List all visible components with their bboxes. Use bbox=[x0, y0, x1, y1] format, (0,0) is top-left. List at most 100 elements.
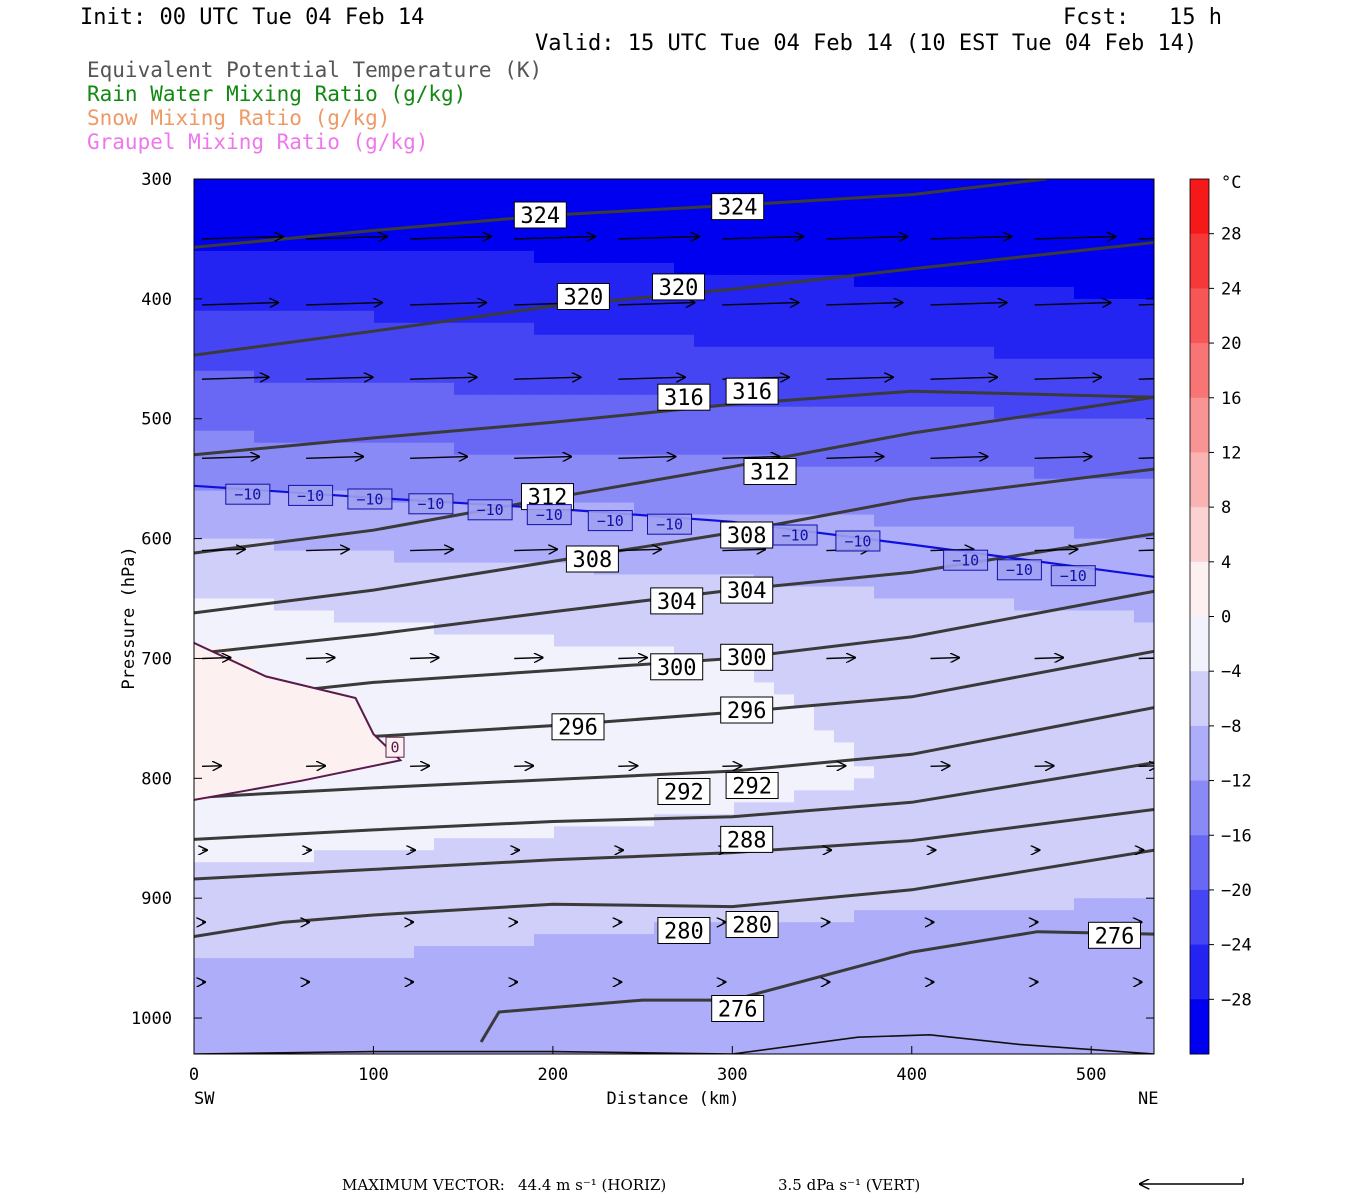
temperature-cell bbox=[414, 418, 435, 432]
temperature-cell bbox=[1094, 215, 1115, 228]
colorbar-tick-label: −20 bbox=[1221, 881, 1252, 901]
isotherm-minus10-label: −10 bbox=[477, 501, 504, 519]
temperature-cell bbox=[874, 922, 895, 935]
temperature-cell bbox=[254, 838, 275, 851]
temperature-cell bbox=[714, 970, 735, 983]
temperature-cell bbox=[814, 370, 835, 384]
temperature-cell bbox=[614, 862, 635, 875]
temperature-cell bbox=[1094, 610, 1115, 624]
temperature-cell bbox=[594, 886, 615, 899]
temperature-cell bbox=[934, 718, 955, 731]
temperature-cell bbox=[894, 622, 915, 636]
temperature-cell bbox=[1134, 382, 1154, 396]
temperature-cell bbox=[234, 802, 255, 815]
temperature-cell bbox=[534, 179, 555, 192]
temperature-cell bbox=[634, 934, 655, 947]
temperature-cell bbox=[574, 742, 595, 755]
temperature-cell bbox=[234, 910, 255, 923]
temperature-cell bbox=[894, 502, 915, 516]
temperature-cell bbox=[714, 610, 735, 624]
temperature-cell bbox=[1054, 466, 1075, 480]
temperature-cell bbox=[534, 1030, 555, 1043]
temperature-cell bbox=[814, 215, 835, 228]
wind-vector bbox=[1138, 237, 1154, 240]
isotherm-minus10-label: −10 bbox=[656, 516, 683, 534]
temperature-cell bbox=[874, 203, 895, 216]
temperature-cell bbox=[354, 250, 375, 264]
temperature-cell bbox=[394, 215, 415, 228]
temperature-cell bbox=[974, 442, 995, 456]
temperature-cell bbox=[654, 970, 675, 983]
temperature-cell bbox=[774, 406, 795, 420]
temperature-cell bbox=[934, 274, 955, 288]
temperature-cell bbox=[1074, 346, 1095, 360]
temperature-cell bbox=[194, 634, 215, 648]
temperature-cell bbox=[774, 1030, 795, 1043]
temperature-cell bbox=[814, 718, 835, 731]
wind-vector bbox=[618, 303, 694, 305]
temperature-cell bbox=[734, 310, 755, 324]
temperature-cell bbox=[814, 238, 835, 252]
temperature-cell bbox=[234, 610, 255, 624]
wind-vector bbox=[410, 237, 491, 239]
temperature-cell bbox=[834, 706, 855, 719]
temperature-cell bbox=[434, 298, 455, 312]
temperature-cell bbox=[994, 442, 1015, 456]
wind-vector bbox=[826, 658, 855, 659]
temperature-cell bbox=[874, 742, 895, 755]
temperature-cell bbox=[474, 742, 495, 755]
temperature-cell bbox=[794, 994, 815, 1007]
temperature-cell bbox=[674, 682, 695, 695]
temperature-cell bbox=[674, 442, 695, 456]
temperature-cell bbox=[474, 382, 495, 396]
temperature-cell bbox=[354, 814, 375, 827]
temperature-cell bbox=[974, 1042, 995, 1054]
temperature-cell bbox=[374, 658, 395, 672]
temperature-cell bbox=[414, 646, 435, 660]
temperature-cell bbox=[1114, 1030, 1135, 1043]
temperature-cell bbox=[914, 970, 935, 983]
temperature-cell bbox=[734, 886, 755, 899]
wind-vector bbox=[201, 549, 245, 550]
wind-vector bbox=[826, 457, 883, 459]
temperature-cell bbox=[974, 718, 995, 731]
temperature-cell bbox=[354, 826, 375, 839]
temperature-cell bbox=[674, 179, 695, 192]
temperature-cell bbox=[774, 179, 795, 192]
temperature-cell bbox=[394, 538, 415, 552]
temperature-cell bbox=[694, 742, 715, 755]
temperature-cell bbox=[1114, 634, 1135, 648]
temperature-cell bbox=[354, 934, 375, 947]
y-tick-label: 800 bbox=[141, 769, 172, 789]
temperature-cell bbox=[994, 982, 1015, 995]
temperature-cell bbox=[834, 586, 855, 600]
temperature-cell bbox=[1014, 346, 1035, 360]
temperature-cell bbox=[934, 1006, 955, 1019]
temperature-cell bbox=[274, 802, 295, 815]
temperature-cell bbox=[934, 610, 955, 624]
temperature-cell bbox=[554, 1042, 575, 1054]
temperature-cell bbox=[494, 334, 515, 348]
temperature-cell bbox=[774, 310, 795, 324]
theta-e-contour-300 bbox=[194, 589, 1154, 704]
temperature-cell bbox=[834, 1006, 855, 1019]
temperature-cell bbox=[434, 406, 455, 420]
temperature-cell bbox=[374, 574, 395, 588]
wind-vector bbox=[306, 766, 325, 767]
temperature-cell bbox=[294, 310, 315, 324]
temperature-cell bbox=[634, 802, 655, 815]
temperature-cell bbox=[214, 958, 235, 971]
temperature-cell bbox=[254, 274, 275, 288]
temperature-cell bbox=[1054, 634, 1075, 648]
temperature-cell bbox=[1014, 886, 1035, 899]
temperature-cell bbox=[1114, 778, 1135, 791]
temperature-cell bbox=[234, 622, 255, 636]
temperature-cell bbox=[1134, 742, 1154, 755]
temperature-cell bbox=[534, 442, 555, 456]
temperature-cell bbox=[354, 634, 375, 648]
temperature-cell bbox=[994, 790, 1015, 803]
temperature-cell bbox=[294, 838, 315, 851]
temperature-cell bbox=[914, 730, 935, 743]
temperature-cell bbox=[894, 191, 915, 204]
